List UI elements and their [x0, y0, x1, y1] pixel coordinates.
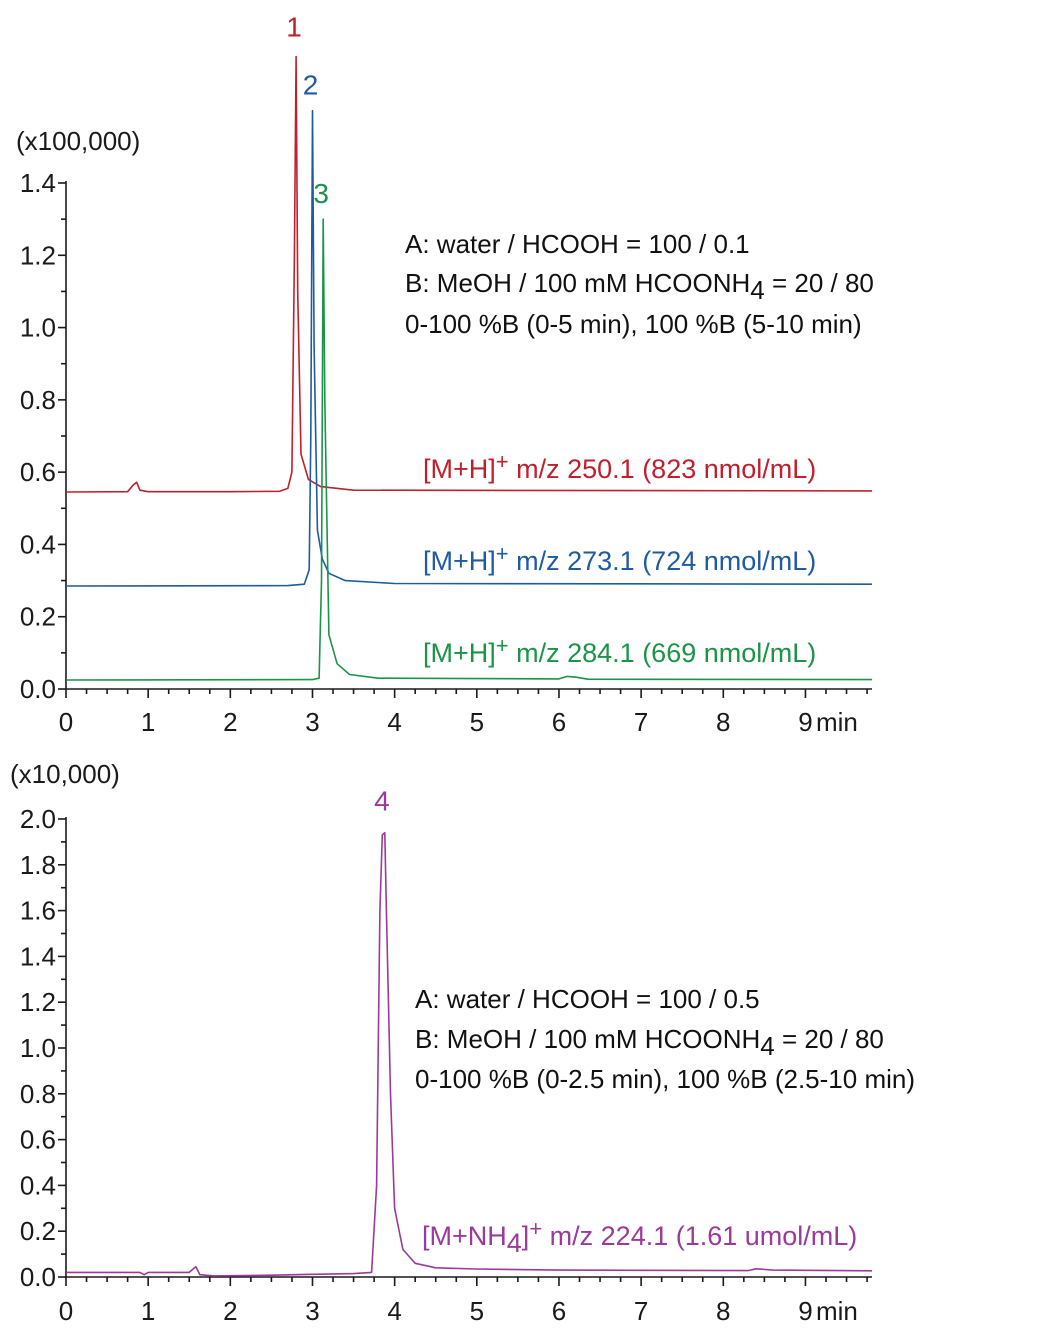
x-tick-label: 0: [59, 707, 73, 737]
trace-label: [M+H]+ m/z 250.1 (823 nmol/mL): [423, 449, 816, 484]
y-tick-label: 1.0: [20, 313, 56, 343]
x-tick-label: 7: [634, 1296, 648, 1326]
y-tick-label: 0.4: [20, 1170, 56, 1200]
x-unit-label: min: [816, 707, 858, 737]
x-tick-label: 6: [552, 707, 566, 737]
x-tick-label: 3: [305, 1296, 319, 1326]
x-tick-label: 5: [470, 1296, 484, 1326]
condition-line: B: MeOH / 100 mM HCOONH4 = 20 / 80: [405, 268, 874, 305]
x-tick-label: 9: [798, 707, 812, 737]
y-tick-label: 0.2: [20, 602, 56, 632]
x-tick-label: 4: [387, 1296, 401, 1326]
trace-line: [66, 831, 873, 1277]
x-tick-label: 4: [387, 707, 401, 737]
y-tick-label: 0.4: [20, 529, 56, 559]
x-tick-label: 5: [470, 707, 484, 737]
peak-label: 1: [286, 12, 302, 43]
chromatogram-top: (x100,000) 0.0 0.2 0.4 0.6 0.8 1.0 1.2 1.4 0 1 2 3 4 5…: [16, 12, 874, 738]
peak-label: 4: [374, 786, 390, 817]
condition-line: A: water / HCOOH = 100 / 0.1: [405, 229, 750, 259]
y-tick-label: 1.0: [20, 1033, 56, 1063]
trace-label: [M+H]+ m/z 273.1 (724 nmol/mL): [423, 541, 816, 576]
x-tick-label: 8: [716, 1296, 730, 1326]
y-tick-label: 0.8: [20, 385, 56, 415]
x-tick-label: 2: [223, 707, 237, 737]
x-tick-label: 8: [716, 707, 730, 737]
y-tick-label: 1.2: [20, 240, 56, 270]
condition-line: 0-100 %B (0-2.5 min), 100 %B (2.5-10 min…: [415, 1064, 915, 1094]
trace-line: [65, 109, 873, 587]
trace-line: [65, 218, 873, 681]
condition-line: 0-100 %B (0-5 min), 100 %B (5-10 min): [405, 309, 862, 339]
y-tick-label: 0.6: [20, 457, 56, 487]
x-tick-label: 2: [223, 1296, 237, 1326]
y-tick-label: 1.6: [20, 896, 56, 926]
peak-label: 2: [303, 70, 319, 101]
trace-label: [M+NH4]+ m/z 224.1 (1.61 umol/mL): [422, 1216, 857, 1258]
x-tick-label: 9: [798, 1296, 812, 1326]
condition-line: A: water / HCOOH = 100 / 0.5: [415, 984, 760, 1014]
y-tick-label: 0.0: [20, 674, 56, 704]
chromatogram-bottom: (x10,000) 0.0 0.2 0.4 0.6 0.8 1.0 1.2 1.4 1.6 1.8 2…: [0, 740, 1048, 1332]
x-tick-label: 3: [305, 707, 319, 737]
y-scale-label: (x100,000): [16, 126, 140, 156]
y-tick-label: 2.0: [20, 804, 56, 834]
x-tick-label: 0: [59, 1296, 73, 1326]
chromatogram-bottom-svg: (x10,000) 0.0 0.2 0.4 0.6 0.8 1.0 1.2 1.4 1.6 1.8 2…: [10, 759, 915, 1326]
y-tick-label: 0.0: [20, 1262, 56, 1292]
y-tick-label: 1.8: [20, 850, 56, 880]
y-tick-label: 0.6: [20, 1125, 56, 1155]
y-tick-label: 0.8: [20, 1079, 56, 1109]
y-scale-label: (x10,000): [10, 759, 120, 789]
x-unit-label: min: [816, 1296, 858, 1326]
y-tick-label: 1.2: [20, 987, 56, 1017]
trace-label: [M+H]+ m/z 284.1 (669 nmol/mL): [423, 633, 816, 668]
x-tick-label: 1: [141, 707, 155, 737]
condition-line: B: MeOH / 100 mM HCOONH4 = 20 / 80: [415, 1024, 884, 1061]
peak-label: 3: [313, 178, 329, 209]
x-tick-label: 1: [141, 1296, 155, 1326]
x-tick-label: 7: [634, 707, 648, 737]
chromatogram-top-svg: (x100,000)0.00.20.40.60.81.01.21.40 1 2 3 4 5…: [16, 12, 874, 738]
x-tick-label: 6: [552, 1296, 566, 1326]
y-tick-label: 0.2: [20, 1216, 56, 1246]
y-tick-label: 1.4: [20, 941, 56, 971]
y-tick-label: 1.4: [20, 168, 56, 198]
